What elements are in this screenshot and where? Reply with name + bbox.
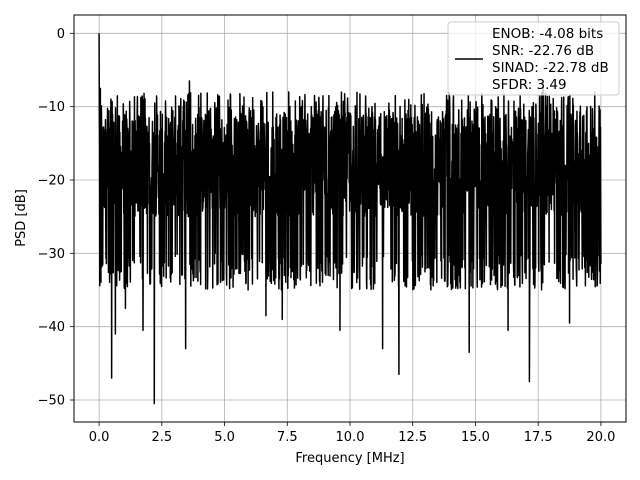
psd-line bbox=[98, 33, 602, 405]
x-tick-label-2: 5.0 bbox=[214, 430, 235, 445]
x-tick-label-3: 7.5 bbox=[277, 430, 298, 445]
x-tick-label-0: 0.0 bbox=[89, 430, 110, 445]
y-tick-label-0: 0 bbox=[57, 27, 65, 42]
x-axis-label: Frequency [MHz] bbox=[295, 451, 404, 466]
x-tick-label-4: 10.0 bbox=[336, 430, 365, 445]
legend: ENOB: -4.08 bits SNR: -22.76 dB SINAD: -… bbox=[447, 21, 620, 96]
x-tick-label-8: 20.0 bbox=[586, 430, 615, 445]
x-tick-label-5: 12.5 bbox=[398, 430, 427, 445]
x-tick-label-1: 2.5 bbox=[151, 430, 172, 445]
legend-entry-sfdr: SFDR: 3.49 bbox=[492, 77, 567, 93]
legend-box bbox=[447, 21, 620, 96]
y-tick-label-2: −20 bbox=[38, 174, 65, 189]
x-axis: 0.0 2.5 5.0 7.5 10.0 12.5 15.0 17.5 20.0 bbox=[89, 422, 615, 445]
series-psd bbox=[98, 33, 602, 405]
y-axis-label: PSD [dB] bbox=[14, 189, 29, 247]
legend-entry-snr: SNR: -22.76 dB bbox=[492, 43, 594, 59]
legend-entry-sinad: SINAD: -22.78 dB bbox=[492, 60, 609, 76]
x-tick-label-6: 15.0 bbox=[461, 430, 490, 445]
y-axis: 0 −10 −20 −30 −40 −50 bbox=[38, 27, 74, 409]
x-tick-label-7: 17.5 bbox=[524, 430, 553, 445]
y-tick-label-1: −10 bbox=[38, 100, 65, 115]
y-tick-label-3: −30 bbox=[38, 247, 65, 262]
legend-entry-enob: ENOB: -4.08 bits bbox=[492, 26, 603, 42]
y-tick-label-5: −50 bbox=[38, 394, 65, 409]
y-tick-label-4: −40 bbox=[38, 320, 65, 335]
